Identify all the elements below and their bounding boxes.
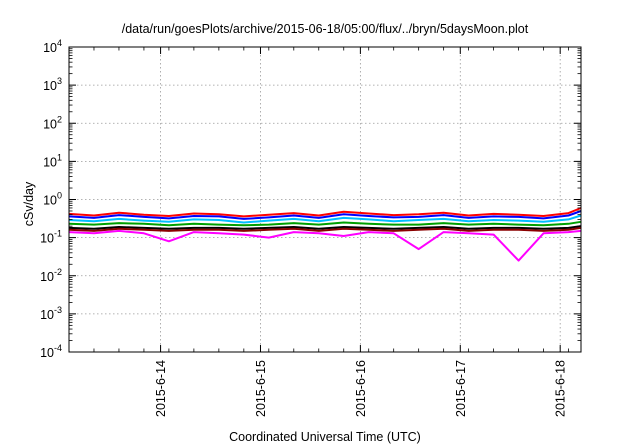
y-tick-label: 104 <box>43 38 62 55</box>
series-line-1 <box>68 207 582 218</box>
x-tick-label: 2015-6-15 <box>254 360 268 417</box>
series-line-2 <box>68 210 582 220</box>
y-axis-label: cSv/day <box>22 181 36 226</box>
y-tick-label: 10-3 <box>40 305 62 322</box>
x-tick-label: 2015-6-14 <box>154 360 168 417</box>
y-tick-label: 103 <box>43 76 62 93</box>
y-tick-label: 10-1 <box>40 229 62 246</box>
series-line-4 <box>68 220 582 227</box>
y-tick-label: 100 <box>43 191 62 208</box>
y-tick-label: 101 <box>43 152 62 169</box>
axis-ticks <box>68 46 581 353</box>
y-tick-labels: 10-4 10-3 10-2 10-1 100 101 102 103 104 <box>40 38 62 360</box>
x-tick-labels: 2015-6-14 2015-6-15 2015-6-16 2015-6-17 2015… <box>154 360 568 417</box>
series-line-3 <box>68 214 582 224</box>
plot-frame <box>68 46 582 353</box>
x-axis-label: Coordinated Universal Time (UTC) <box>229 430 421 444</box>
x-tick-label: 2015-6-16 <box>354 360 368 417</box>
x-tick-label: 2015-6-17 <box>454 360 468 417</box>
x-tick-label: 2015-6-18 <box>554 360 568 417</box>
grid-lines <box>69 47 581 352</box>
series-line-6 <box>68 226 582 232</box>
y-tick-label: 10-4 <box>40 343 62 360</box>
series-line-5 <box>68 225 582 230</box>
y-tick-label: 102 <box>43 114 62 131</box>
series-lines <box>68 207 582 262</box>
series-line-7 <box>68 229 582 262</box>
y-tick-label: 10-2 <box>40 267 62 284</box>
chart-title: /data/run/goesPlots/archive/2015-06-18/0… <box>122 22 529 36</box>
